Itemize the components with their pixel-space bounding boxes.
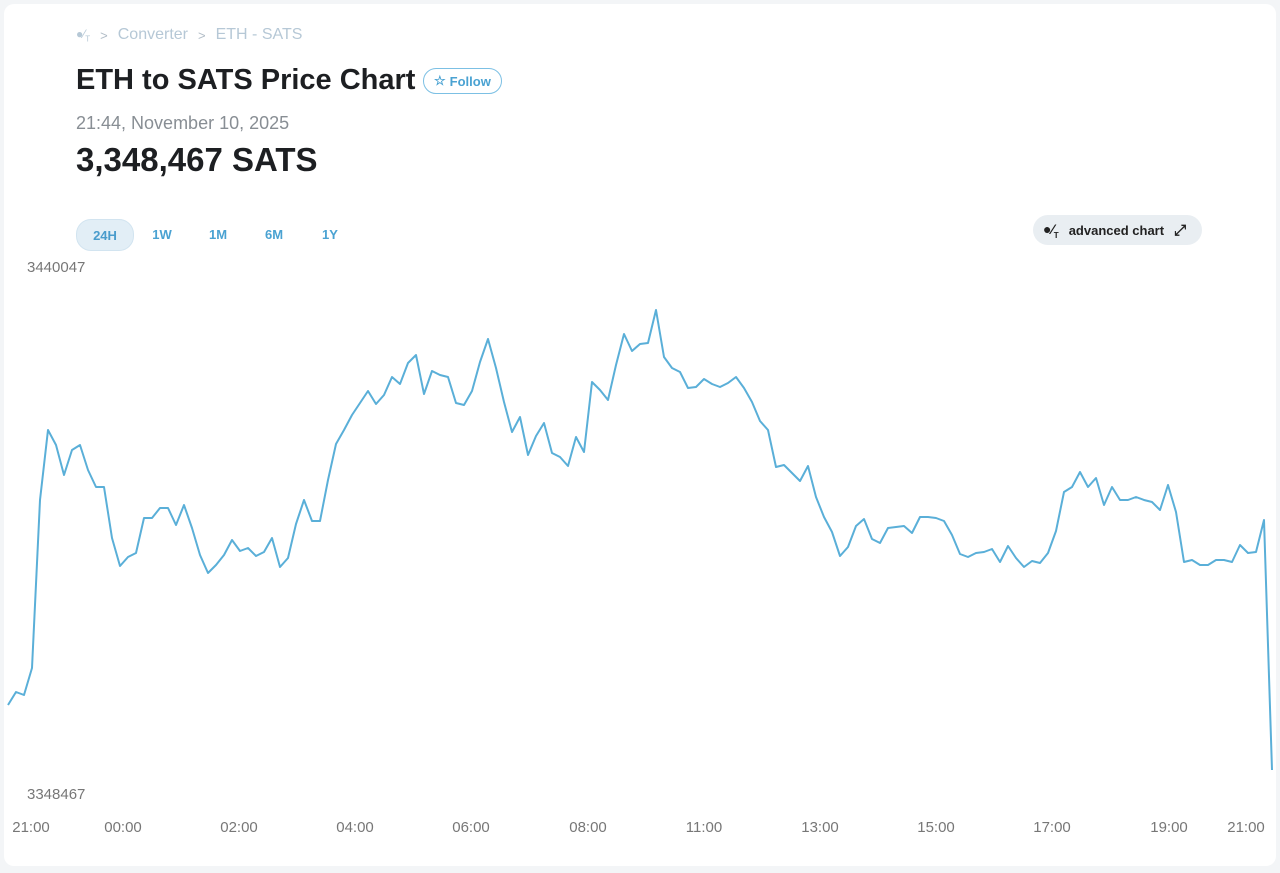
- x-tick: 00:00: [104, 819, 142, 836]
- y-tick-max: 3440047: [27, 259, 86, 276]
- advanced-chart-label: advanced chart: [1068, 222, 1165, 238]
- page-title: ETH to SATS Price Chart: [76, 64, 416, 96]
- follow-button[interactable]: ☆ Follow: [423, 68, 502, 94]
- x-tick: 04:00: [336, 819, 374, 836]
- advanced-chart-button[interactable]: ●⁄T advanced chart ⤢: [1033, 215, 1203, 245]
- expand-icon: ⤢: [1174, 221, 1187, 239]
- x-tick: 21:00: [12, 819, 50, 836]
- logo-icon[interactable]: ●⁄T: [76, 26, 91, 44]
- x-tick: 08:00: [569, 819, 607, 836]
- tab-1y[interactable]: 1Y: [322, 226, 338, 242]
- x-tick: 15:00: [917, 819, 955, 836]
- x-tick: 21:00: [1227, 819, 1265, 836]
- time-range-tabs: 24H 1W 1M 6M 1Y: [76, 219, 358, 251]
- tab-6m[interactable]: 6M: [264, 226, 284, 242]
- star-icon: ☆: [434, 73, 446, 88]
- breadcrumb: ●⁄T > Converter > ETH - SATS: [76, 26, 302, 44]
- price-line: [7, 309, 1273, 771]
- timestamp: 21:44, November 10, 2025: [76, 113, 290, 133]
- chevron-right-icon: >: [100, 27, 108, 43]
- y-tick-min: 3348467: [27, 786, 86, 803]
- tab-1m[interactable]: 1M: [208, 226, 228, 242]
- x-tick: 11:00: [685, 819, 723, 836]
- breadcrumb-pair[interactable]: ETH - SATS: [215, 26, 303, 43]
- x-tick: 19:00: [1150, 819, 1188, 836]
- breadcrumb-converter[interactable]: Converter: [117, 26, 188, 43]
- chevron-right-icon: >: [198, 27, 206, 43]
- x-tick: 17:00: [1033, 819, 1071, 836]
- current-price: 3,348,467 SATS: [76, 141, 318, 178]
- logo-icon: ●⁄T: [1043, 220, 1059, 240]
- tab-24h[interactable]: 24H: [76, 219, 134, 251]
- x-tick: 13:00: [801, 819, 839, 836]
- chart-card: [4, 4, 1276, 866]
- x-tick: 06:00: [452, 819, 490, 836]
- follow-label: Follow: [449, 73, 491, 89]
- x-tick: 02:00: [220, 819, 258, 836]
- tab-1w[interactable]: 1W: [152, 226, 172, 242]
